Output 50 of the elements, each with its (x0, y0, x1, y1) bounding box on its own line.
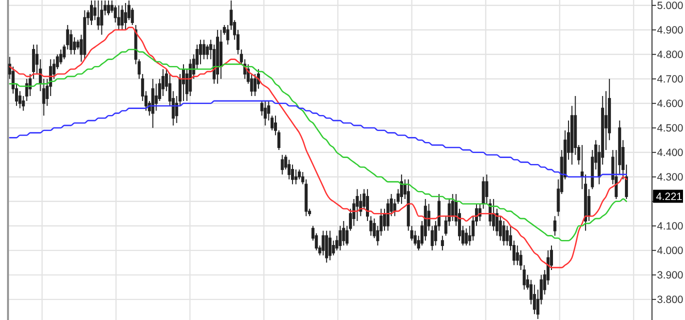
candlestick (342, 220, 346, 246)
candlestick (59, 48, 62, 65)
candlestick (83, 10, 86, 60)
candlestick (492, 198, 496, 232)
candlestick (107, 0, 110, 16)
line-series (9, 26, 628, 268)
candlestick (464, 228, 468, 246)
y-tick-label: 4.700 (657, 74, 684, 86)
candlestick (400, 174, 404, 204)
candlestick (338, 225, 342, 251)
y-tick-label: 3.900 (657, 270, 684, 282)
candlestick (325, 230, 328, 264)
y-tick-label: 4.900 (657, 24, 684, 37)
candlestick (254, 73, 257, 97)
candlestick (182, 64, 185, 102)
candlestick (199, 39, 202, 65)
candlestick (264, 100, 267, 126)
candlestick (440, 235, 444, 251)
candlestick (532, 284, 536, 315)
y-tick-label: 4.100 (657, 220, 684, 233)
line-series (9, 48, 628, 242)
candlestick (90, 0, 93, 26)
candlestick (202, 39, 206, 60)
candlestick (328, 230, 332, 261)
candlestick (124, 2, 128, 30)
candlestick (162, 68, 165, 97)
candlestick (451, 194, 454, 222)
candlestick (356, 188, 359, 222)
y-tick-label: 4.000 (657, 245, 684, 258)
y-tick-label: 4.800 (657, 49, 684, 62)
candlestick (291, 164, 294, 185)
candlestick (117, 4, 120, 30)
y-tick-label: 4.600 (657, 98, 684, 110)
y-tick-label: 4.400 (657, 147, 684, 160)
candlestick (280, 154, 284, 175)
candlestick (553, 216, 556, 236)
candlestick (216, 29, 220, 84)
candlestick (120, 4, 124, 30)
y-tick-label: 3.800 (657, 294, 684, 306)
y-tick-label: 4.300 (657, 172, 684, 184)
y-tick-label: 5.000 (657, 0, 684, 12)
candlestick (70, 29, 73, 55)
line-series (9, 100, 628, 178)
y-tick-label: 4.500 (657, 122, 684, 135)
candlestick (151, 78, 154, 128)
annotation: 4.221 (656, 190, 682, 203)
candlestick (506, 225, 509, 246)
candlestick (502, 220, 506, 246)
candlestick (100, 0, 104, 36)
candlestick (414, 230, 417, 246)
